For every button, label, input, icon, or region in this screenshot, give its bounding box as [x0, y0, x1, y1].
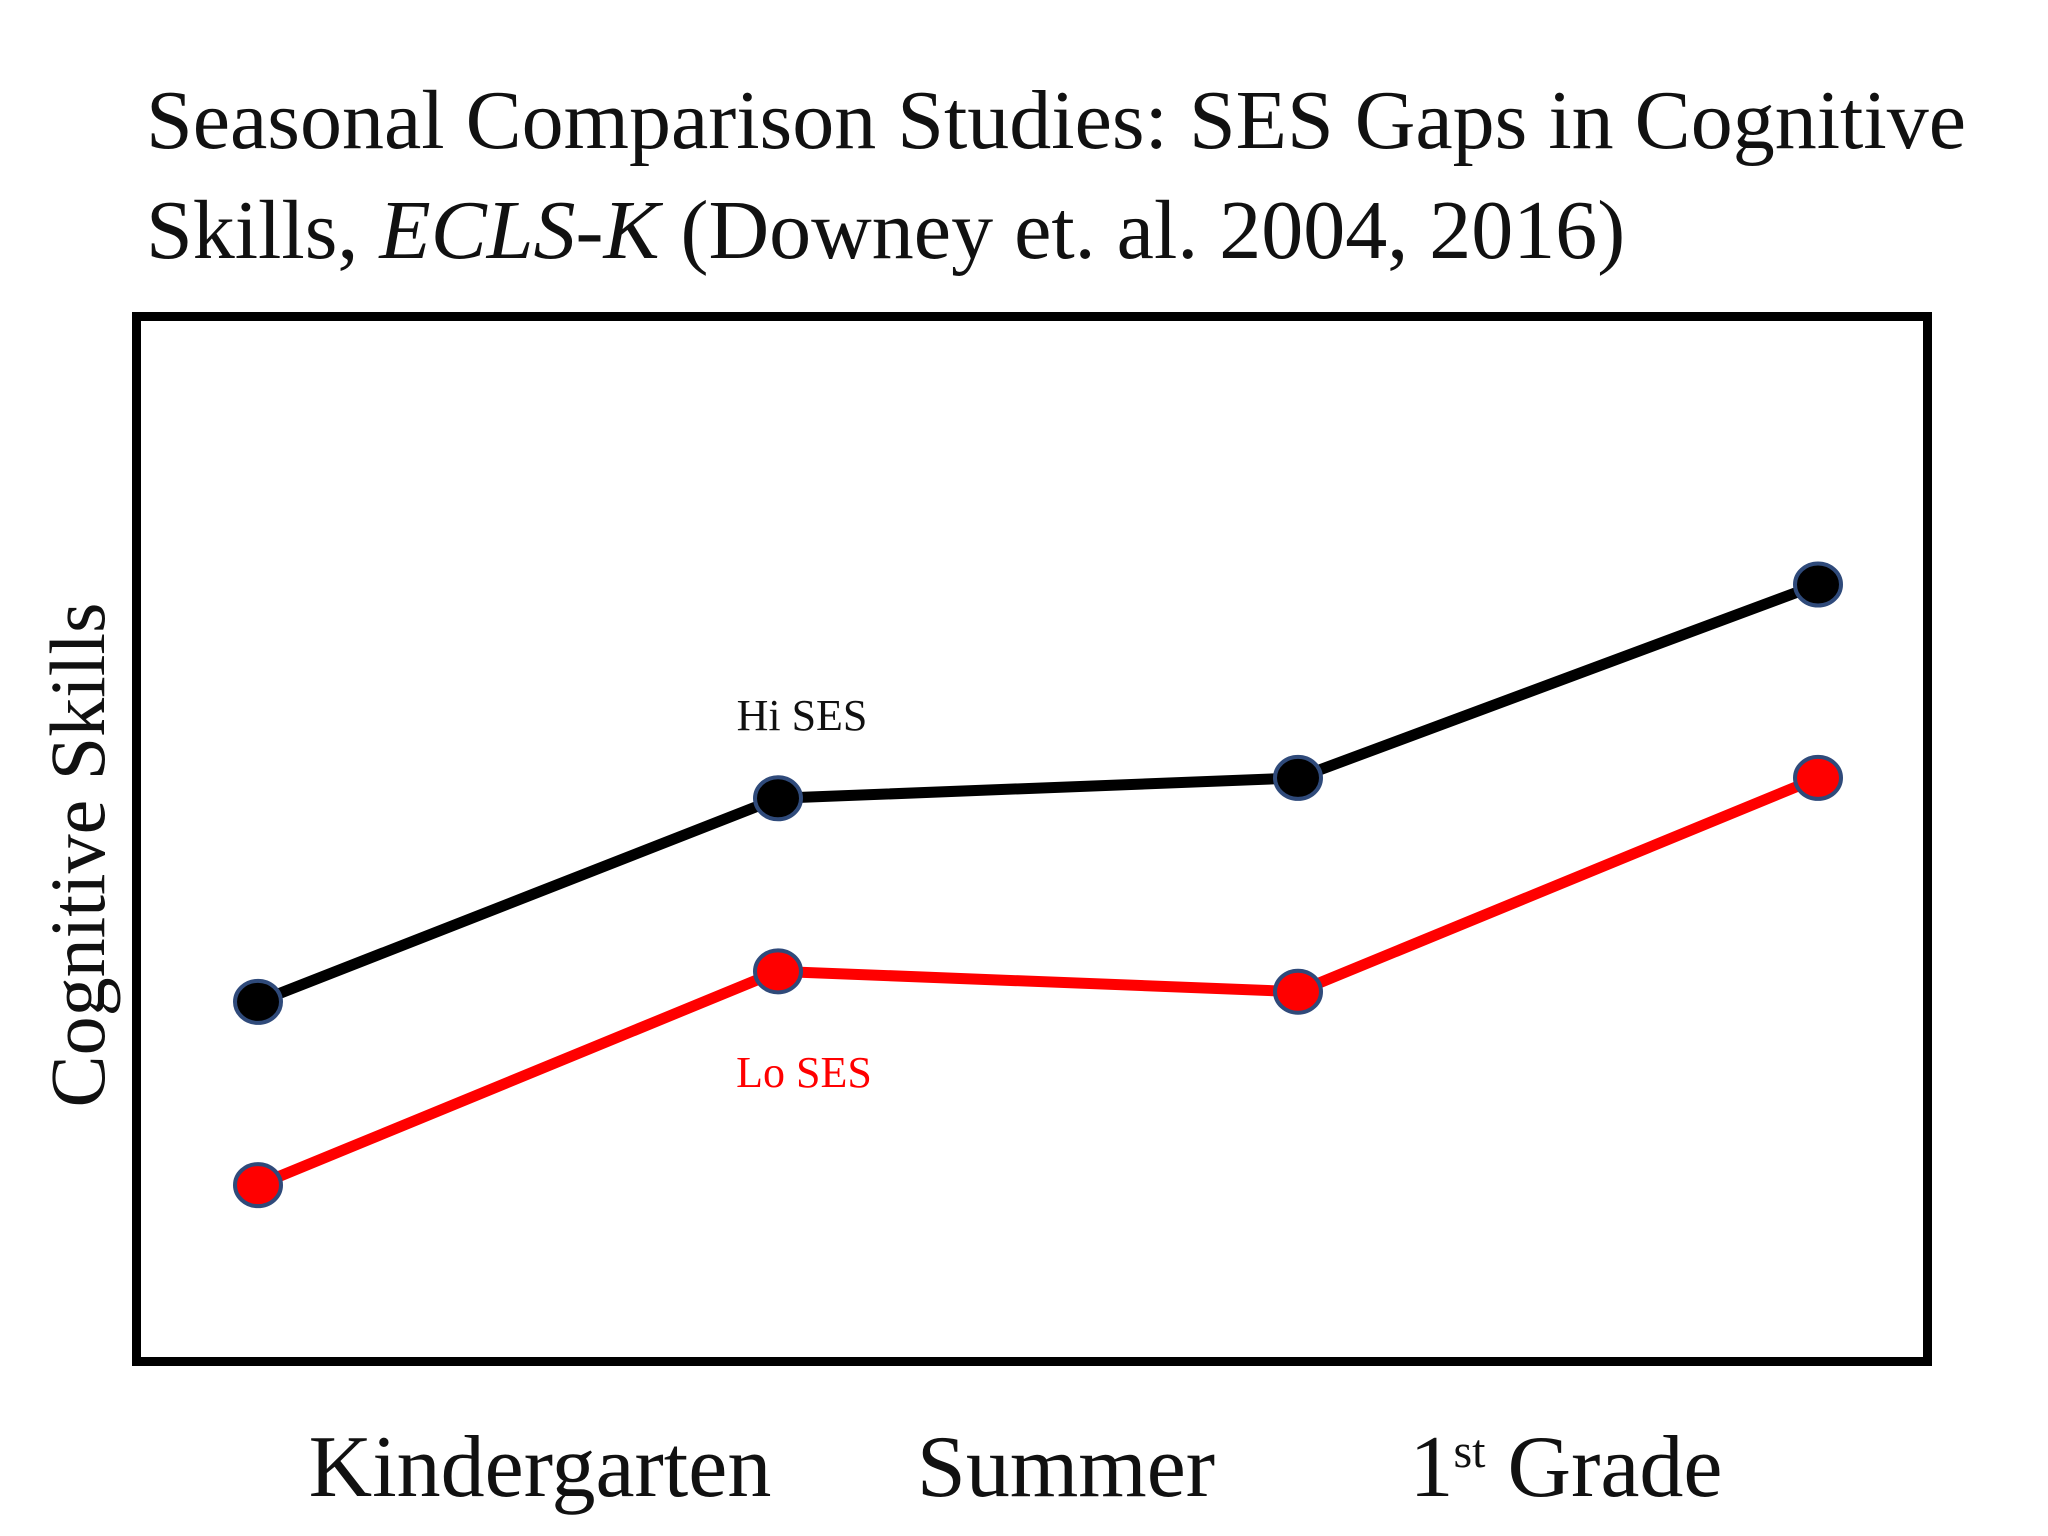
data-point-lo-ses-2 — [1273, 968, 1323, 1015]
data-point-hi-ses-0 — [233, 978, 283, 1025]
data-point-hi-ses-2 — [1273, 754, 1323, 801]
series-label-lo-ses: Lo SES — [736, 1048, 872, 1098]
data-point-lo-ses-1 — [753, 948, 803, 995]
data-point-hi-ses-3 — [1793, 561, 1843, 608]
chart-title: Seasonal Comparison Studies: SES Gaps in… — [146, 66, 2036, 286]
x-tick-summer: Summer — [916, 1419, 1216, 1516]
data-point-lo-ses-0 — [233, 1162, 283, 1209]
series-line-lo-ses — [255, 772, 1821, 1191]
chart-title-dataset: ECLS-K — [379, 184, 660, 277]
chart-title-citation: (Downey et. al. 2004, 2016) — [659, 184, 1626, 277]
data-point-lo-ses-3 — [1793, 754, 1843, 801]
chart-title-line-2: Skills, ECLS-K (Downey et. al. 2004, 201… — [146, 176, 2036, 286]
series-label-hi-ses: Hi SES — [736, 691, 868, 741]
x-tick-kindergarten: Kindergarten — [308, 1419, 772, 1516]
x-tick-1st-grade: 1st Grade — [1409, 1419, 1723, 1516]
chart-title-line-1: Seasonal Comparison Studies: SES Gaps in… — [146, 74, 1966, 167]
data-point-hi-ses-1 — [753, 775, 803, 822]
series-line-hi-ses — [255, 579, 1820, 1008]
chart-title-prefix: Skills, — [146, 184, 380, 277]
plot-frame — [132, 312, 1932, 1366]
